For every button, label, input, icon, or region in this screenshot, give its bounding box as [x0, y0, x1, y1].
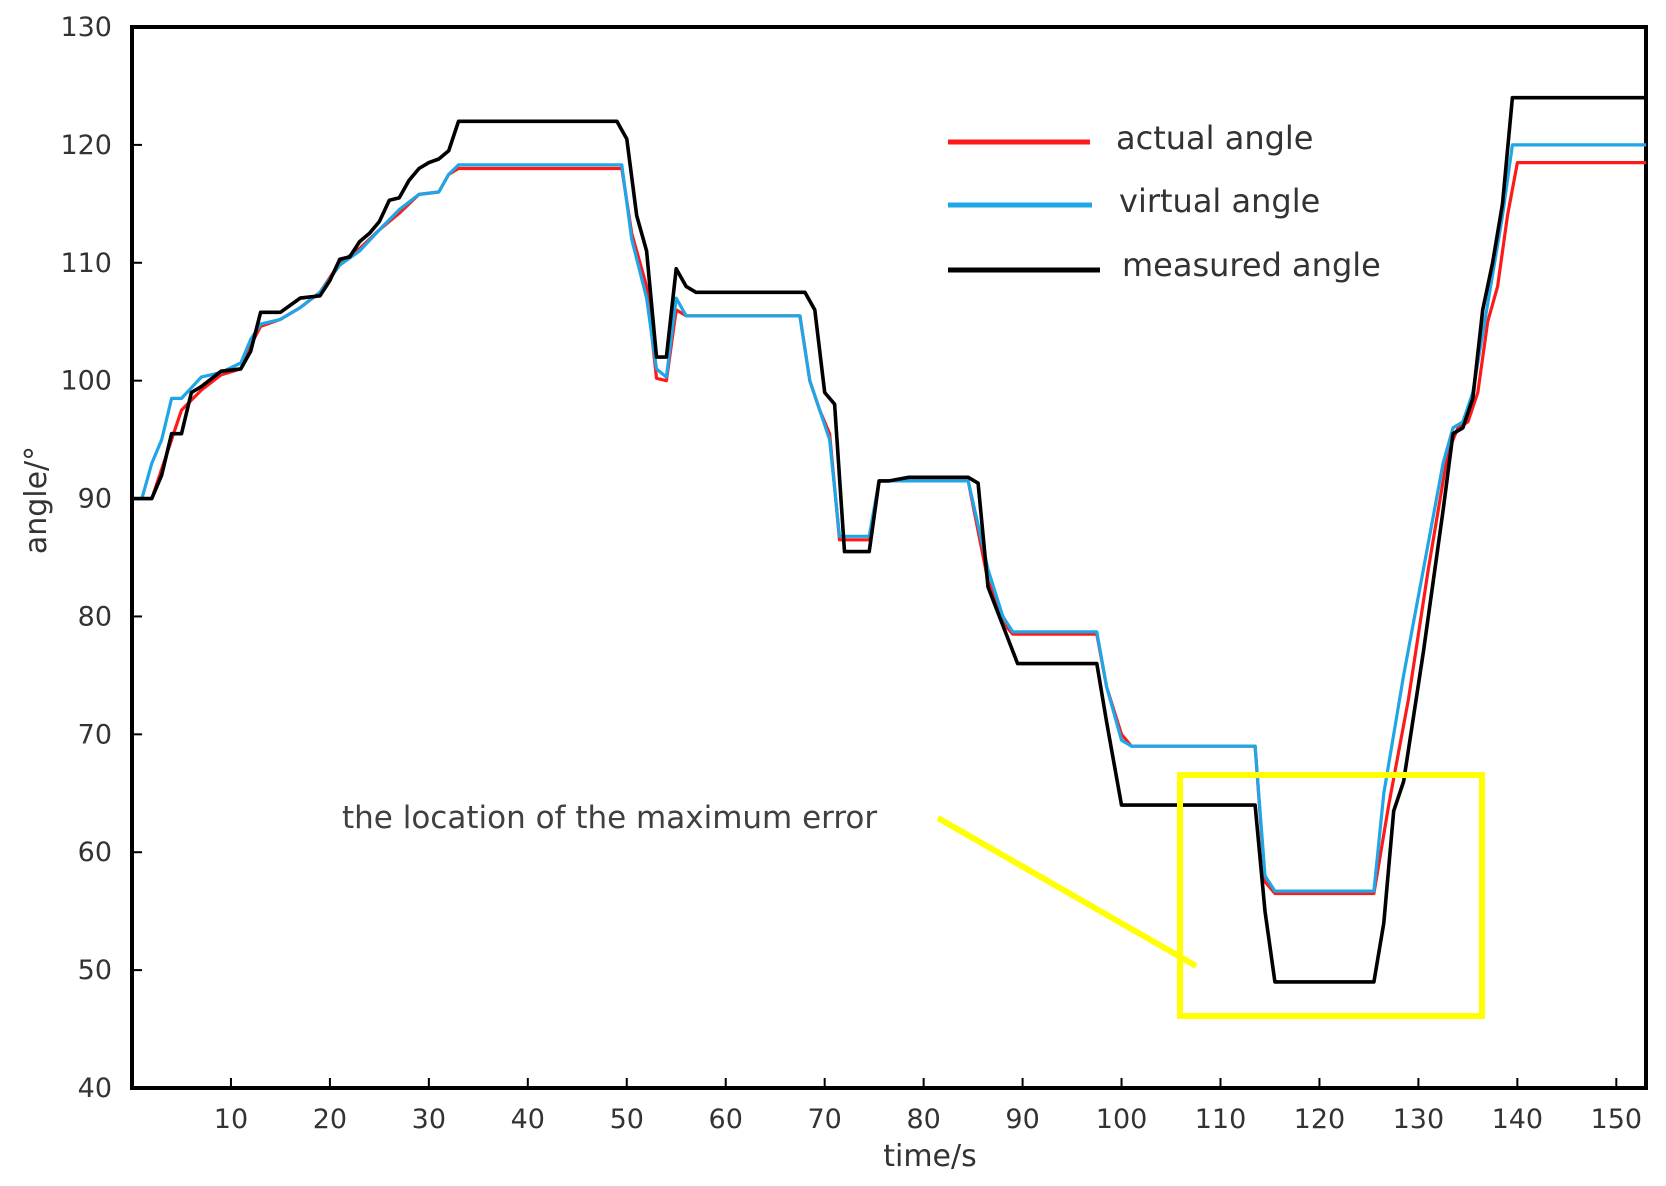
y-tick-label: 130	[60, 12, 112, 43]
y-axis-label: angle/°	[19, 446, 54, 554]
x-tick-label: 90	[1005, 1104, 1039, 1135]
plot-frame	[130, 25, 1648, 1090]
y-tick-label: 70	[78, 719, 112, 750]
x-tick-label: 50	[610, 1104, 644, 1135]
tick-labels: 40 50 60 70 80 90 100 110 120 130 10 20 30 40 50 60 70 80…	[60, 12, 1642, 1135]
x-tick-label: 20	[313, 1104, 347, 1135]
y-tick-label: 80	[78, 601, 112, 632]
x-tick-label: 130	[1393, 1104, 1445, 1135]
y-tick-label: 90	[78, 484, 112, 515]
y-tick-label: 120	[60, 130, 112, 161]
x-tick-label: 150	[1591, 1104, 1643, 1135]
legend: actual angle virtual angle measured angl…	[948, 119, 1381, 284]
y-tick-label: 50	[78, 955, 112, 986]
series-line-measured-angle	[132, 95, 1646, 984]
x-axis-label: time/s	[883, 1139, 977, 1174]
x-tick-label: 30	[412, 1104, 446, 1135]
y-tick-label: 40	[78, 1073, 112, 1104]
max-error-annotation: the location of the maximum error	[342, 772, 1485, 1019]
y-tick-label: 60	[78, 837, 112, 868]
y-tick-label: 110	[60, 248, 112, 279]
x-tick-label: 40	[511, 1104, 545, 1135]
x-tick-label: 100	[1096, 1104, 1148, 1135]
x-tick-label: 80	[906, 1104, 940, 1135]
x-tick-label: 60	[709, 1104, 743, 1135]
max-error-label: the location of the maximum error	[342, 800, 877, 836]
legend-label-virtual-angle: virtual angle	[1119, 182, 1320, 220]
x-tick-label: 10	[214, 1104, 248, 1135]
legend-label-measured-angle: measured angle	[1122, 246, 1381, 284]
y-tick-label: 100	[60, 366, 112, 397]
legend-label-actual-angle: actual angle	[1116, 119, 1313, 157]
x-tick-label: 120	[1294, 1104, 1346, 1135]
max-error-pointer-line	[936, 815, 1198, 969]
plot-area	[130, 25, 1648, 1090]
max-error-highlight-box	[1177, 772, 1485, 1019]
series-line-virtual-angle	[132, 143, 1646, 893]
x-tick-label: 70	[808, 1104, 842, 1135]
x-tick-label: 140	[1492, 1104, 1544, 1135]
series-line-actual-angle	[132, 161, 1646, 896]
x-tick-label: 110	[1195, 1104, 1247, 1135]
